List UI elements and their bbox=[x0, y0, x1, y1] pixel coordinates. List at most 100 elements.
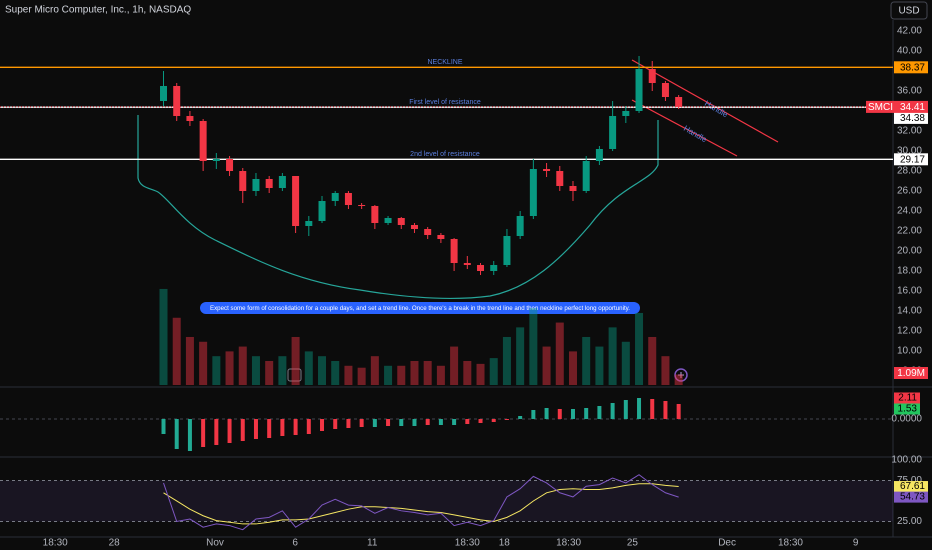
candle-body bbox=[384, 218, 392, 223]
candle-body bbox=[556, 171, 564, 186]
volume-tag bbox=[894, 367, 928, 379]
volume-bar bbox=[423, 360, 432, 385]
candle-body bbox=[173, 86, 181, 116]
y-tick-label: 32.00 bbox=[897, 126, 922, 137]
last-price-symbol: SMCI bbox=[868, 102, 893, 113]
volume-bar bbox=[318, 356, 327, 385]
macd-bar bbox=[491, 419, 496, 422]
note-bubble bbox=[200, 302, 640, 314]
macd-bar bbox=[333, 419, 338, 429]
volume-bar bbox=[568, 351, 577, 385]
candle-body bbox=[331, 193, 339, 201]
note-text: Expect some form of consolidation for a … bbox=[210, 306, 630, 312]
add-button-icon bbox=[678, 372, 684, 378]
volume-bar bbox=[199, 341, 208, 385]
macd-bar bbox=[544, 408, 549, 419]
y-tick-label: 14.00 bbox=[897, 306, 922, 317]
last-price-tag bbox=[866, 100, 928, 113]
event-icon[interactable] bbox=[287, 368, 302, 382]
macd-bar bbox=[399, 419, 404, 426]
cup-drawing bbox=[137, 115, 659, 300]
volume-bar bbox=[212, 356, 221, 385]
y-tick-label: 28.00 bbox=[897, 166, 922, 177]
rsi-tag bbox=[894, 491, 928, 503]
macd-bar bbox=[174, 419, 179, 449]
candle-body bbox=[278, 176, 286, 188]
macd-bar bbox=[425, 419, 430, 425]
volume-bar bbox=[370, 356, 379, 385]
candle-body bbox=[424, 229, 432, 235]
macd-bar bbox=[452, 419, 457, 425]
candle-body bbox=[239, 171, 247, 191]
macd-tag-label: 1.53 bbox=[898, 404, 918, 415]
volume-bar bbox=[621, 341, 630, 385]
add-button[interactable] bbox=[674, 368, 688, 382]
macd-bar bbox=[253, 419, 258, 439]
level-tag-label: 29.17 bbox=[900, 154, 925, 165]
volume-bar bbox=[502, 336, 511, 385]
macd-bar bbox=[650, 399, 655, 419]
macd-bar bbox=[597, 406, 602, 419]
y-tick-label: 40.00 bbox=[897, 46, 922, 57]
volume-bar bbox=[304, 351, 313, 385]
volume-bar bbox=[251, 356, 260, 385]
candle-body bbox=[199, 121, 207, 161]
candle-body bbox=[635, 69, 643, 111]
y-tick-label: 0.0000 bbox=[891, 414, 922, 425]
macd-bar bbox=[637, 398, 642, 419]
macd-bar bbox=[320, 419, 325, 431]
macd-bar bbox=[438, 419, 443, 425]
macd-bar bbox=[557, 409, 562, 419]
channel-line bbox=[631, 59, 779, 143]
macd-tag bbox=[894, 392, 920, 404]
macd-bar bbox=[240, 419, 245, 441]
volume-bar bbox=[159, 288, 168, 385]
candle-body bbox=[503, 236, 511, 265]
candle-body bbox=[529, 169, 537, 216]
candle-body bbox=[463, 263, 471, 265]
volume-bar bbox=[436, 365, 445, 385]
volume-bar bbox=[555, 322, 564, 385]
volume-bar bbox=[661, 356, 670, 385]
level-tag-label: 34.38 bbox=[900, 113, 925, 124]
macd-bar bbox=[584, 408, 589, 419]
candle-body bbox=[516, 216, 524, 236]
macd-bar bbox=[201, 419, 206, 447]
macd-bar bbox=[465, 419, 470, 424]
macd-bar bbox=[227, 419, 232, 443]
macd-bar bbox=[214, 419, 219, 445]
x-tick-label: 25 bbox=[627, 538, 639, 549]
volume-bar bbox=[331, 360, 340, 385]
volume-bar bbox=[608, 327, 617, 385]
macd-bar bbox=[676, 404, 681, 419]
y-tick-label: 22.00 bbox=[897, 226, 922, 237]
y-tick-label: 25.00 bbox=[897, 516, 922, 527]
candle-body bbox=[609, 116, 617, 149]
volume-bar bbox=[384, 365, 393, 385]
y-tick-label: 75.00 bbox=[897, 475, 922, 486]
macd-bar bbox=[663, 401, 668, 419]
x-tick-label: 18:30 bbox=[43, 538, 68, 549]
macd-bar bbox=[610, 403, 615, 419]
rsi-band bbox=[0, 480, 893, 522]
volume-bar bbox=[344, 365, 353, 385]
y-tick-label: 10.00 bbox=[897, 346, 922, 357]
x-tick-label: 18 bbox=[499, 538, 511, 549]
macd-bar bbox=[187, 419, 192, 451]
currency-button[interactable] bbox=[890, 1, 928, 20]
macd-bar bbox=[531, 410, 536, 419]
x-tick-label: 18:30 bbox=[556, 538, 581, 549]
macd-bar bbox=[161, 419, 166, 434]
candle-body bbox=[569, 186, 577, 191]
rsi-tag bbox=[894, 481, 928, 493]
y-tick-label: 20.00 bbox=[897, 246, 922, 257]
currency-label[interactable]: USD bbox=[898, 6, 919, 17]
macd-bar bbox=[412, 419, 417, 426]
volume-bar bbox=[529, 308, 538, 385]
level-name: 2nd level of resistance bbox=[410, 151, 480, 158]
volume-bar bbox=[542, 346, 551, 385]
macd-bar bbox=[372, 419, 377, 427]
y-tick-label: 100.00 bbox=[891, 455, 922, 466]
volume-bar bbox=[397, 365, 406, 385]
macd-bar bbox=[359, 419, 364, 427]
